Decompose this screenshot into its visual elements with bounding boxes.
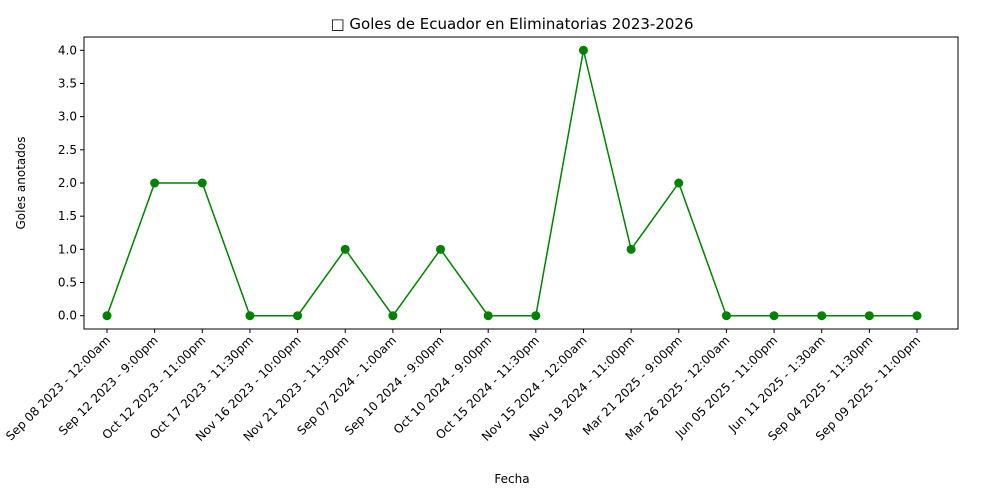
data-point: [293, 311, 303, 321]
x-axis-label: Fecha: [494, 472, 529, 486]
y-tick-label: 0.5: [58, 276, 77, 290]
data-point: [817, 311, 827, 321]
data-point: [912, 311, 922, 321]
data-point: [245, 311, 255, 321]
data-point: [150, 178, 160, 188]
data-point: [388, 311, 398, 321]
x-tick-label: Oct 10 2024 - 9:00pm: [391, 333, 495, 437]
y-tick-label: 1.5: [58, 209, 77, 223]
y-tick-label: 4.0: [58, 43, 77, 57]
y-tick-label: 1.0: [58, 242, 77, 256]
data-point: [674, 178, 684, 188]
series-line: [106, 50, 917, 318]
chart-title: □ Goles de Ecuador en Eliminatorias 2023…: [330, 15, 693, 33]
data-point: [531, 311, 541, 321]
data-point: [102, 311, 112, 321]
data-point: [769, 311, 779, 321]
data-point: [864, 311, 874, 321]
y-tick-label: 3.0: [58, 110, 77, 124]
y-tick-label: 3.5: [58, 76, 77, 90]
axes-frame: [83, 36, 959, 330]
data-point: [340, 244, 350, 254]
x-tick-label: Jun 11 2025 - 1:30am: [725, 333, 828, 436]
data-point: [436, 244, 446, 254]
data-point: [721, 311, 731, 321]
data-point: [197, 178, 207, 188]
y-tick-label: 0.0: [58, 309, 77, 323]
data-point: [626, 244, 636, 254]
data-point: [578, 45, 588, 55]
y-axis-label: Goles anotados: [14, 137, 28, 230]
y-tick-label: 2.5: [58, 143, 77, 157]
y-tick-label: 2.0: [58, 176, 77, 190]
data-point: [483, 311, 493, 321]
